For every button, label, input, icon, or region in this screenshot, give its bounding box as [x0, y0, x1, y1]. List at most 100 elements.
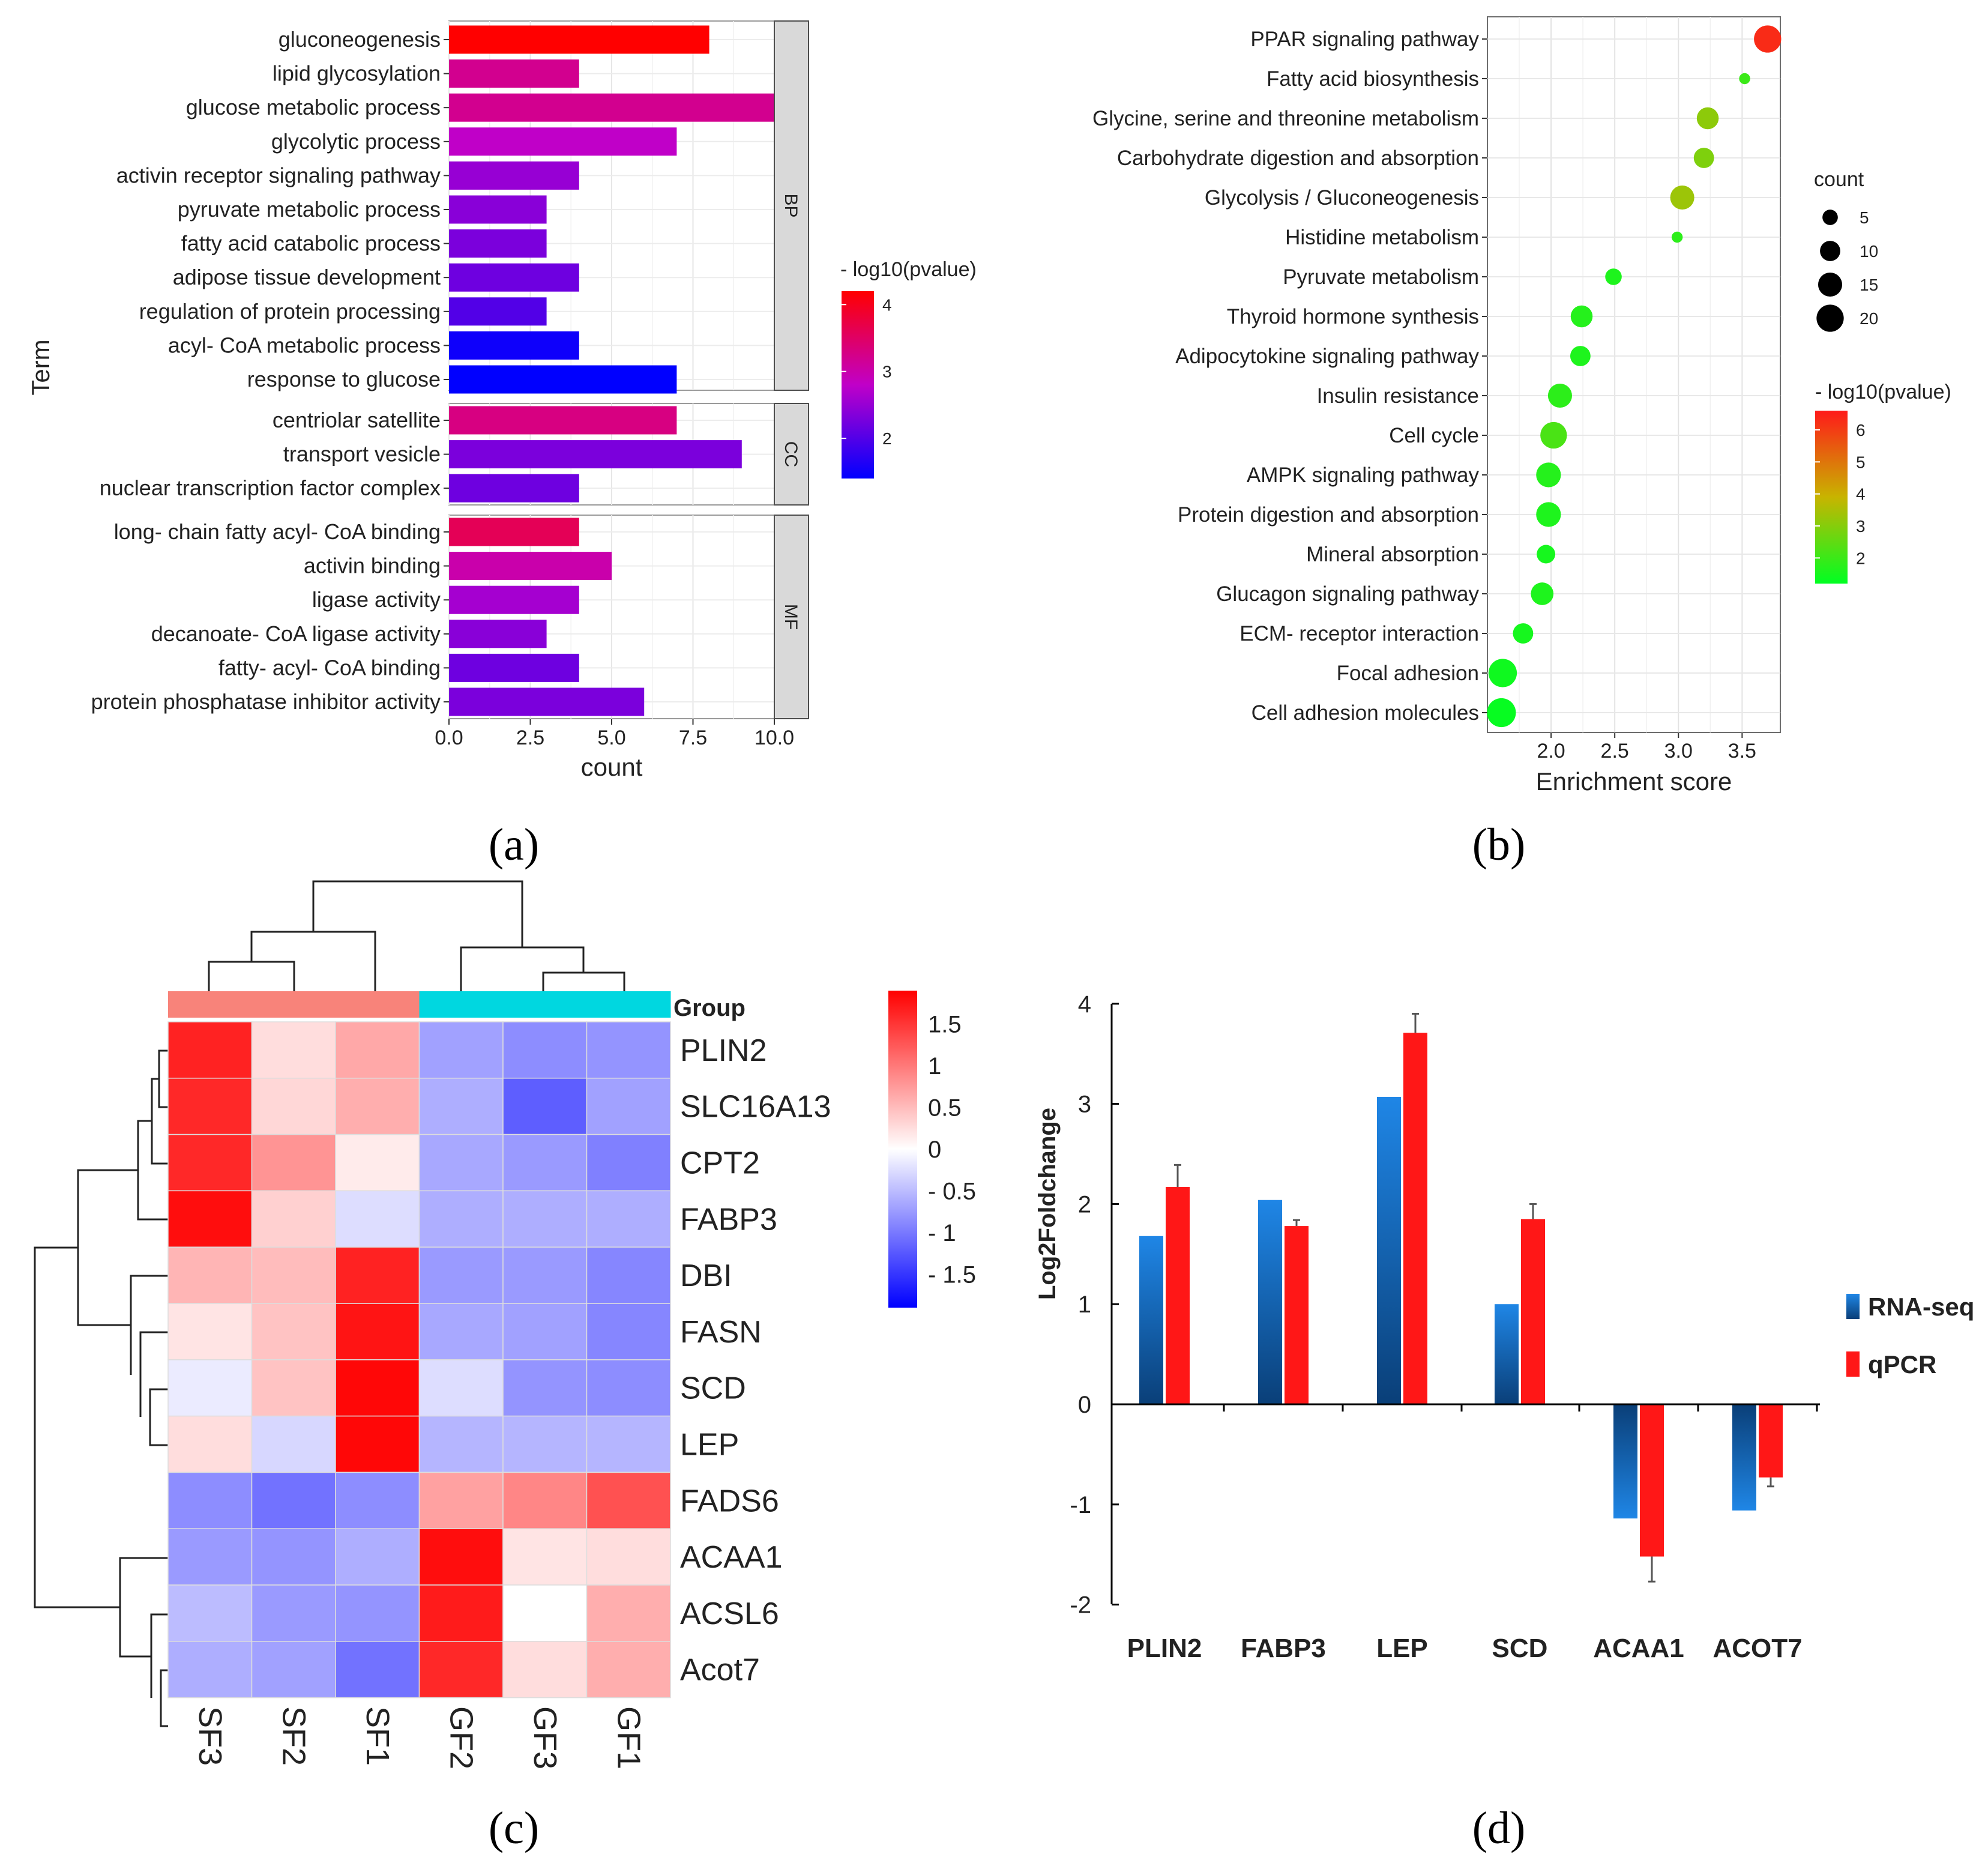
panel-c-cell — [418, 1472, 504, 1529]
panel-b-size-legend: 5 10 15 20 — [1816, 208, 1878, 332]
panel-a-term-label: response to glucose — [247, 367, 441, 391]
panel-b-pathway-label: PPAR signaling pathway — [1250, 28, 1479, 51]
panel-c-cell — [167, 1190, 253, 1248]
panel-a-bar — [449, 297, 547, 326]
panel-b-size-legend-label: 10 — [1860, 242, 1878, 261]
panel-a-term-label: fatty- acyl- CoA binding — [218, 655, 441, 680]
panel-d-y-tick-label: -1 — [1070, 1492, 1091, 1518]
panel-c-cells — [167, 1021, 671, 1698]
panel-d-legend-swatch — [1846, 1294, 1860, 1319]
panel-c-cell — [251, 1584, 336, 1642]
panel-c-cell — [418, 1246, 504, 1304]
panel-c-group-label: Group — [673, 995, 746, 1021]
panel-c-cell — [586, 1134, 671, 1192]
panel-c-column-label: SF2 — [276, 1706, 312, 1766]
panel-c-row-label: SLC16A13 — [680, 1090, 831, 1125]
panel-c-colorbar-tick-label: 0 — [928, 1137, 941, 1163]
panel-c-group-cell — [168, 991, 252, 1018]
panel-b-size-legend-label: 5 — [1860, 208, 1869, 227]
panel-a-term-label: activin receptor signaling pathway — [116, 163, 441, 187]
panel-c-cell — [502, 1641, 588, 1698]
panel-d-validation-bar-chart: 4 3 2 1 0 -1 -2 PLIN2 FABP3 LEP SCD ACAA1 ACOT7 Log… — [1034, 991, 1974, 1663]
panel-a-term-label: gluconeogenesis — [279, 27, 441, 52]
panel-a-term-label: decanoate- CoA ligase activity — [151, 621, 441, 646]
panel-c-colorbar-tick-label: - 0.5 — [928, 1178, 976, 1204]
panel-a-colorbar-tick-label: 2 — [882, 429, 892, 448]
panel-label-d: (d) — [1472, 1803, 1526, 1853]
panel-a-term-label: acyl- CoA metabolic process — [168, 333, 441, 357]
panel-c-colorbar-ticks: 1.5 1 0.5 0 - 0.5 - 1 - 1.5 — [928, 1012, 976, 1288]
panel-c-cell — [502, 1584, 588, 1642]
panel-c-group-cell — [419, 991, 504, 1018]
panel-c-group-cell — [336, 991, 420, 1018]
panel-b-colorbar-ticks: 2 3 4 5 6 — [1815, 421, 1866, 567]
panel-d-bar-qpcr — [1166, 1187, 1190, 1404]
panel-b-pathway-label: Mineral absorption — [1306, 543, 1479, 566]
panel-c-row-label: FASN — [680, 1315, 762, 1350]
panel-a-x-tick-label: 5.0 — [597, 726, 625, 749]
panel-d-bars — [1139, 1012, 1818, 1583]
panel-c-colorbar-tick-label: - 1.5 — [928, 1261, 976, 1288]
panel-b-point — [1605, 268, 1622, 285]
panel-d-bar-rnaseq — [1495, 1304, 1519, 1404]
panel-c-cell — [167, 1021, 253, 1079]
panel-b-point — [1487, 698, 1516, 728]
panel-c-heatmap: Group PLIN2 SLC16A13 CPT2 FABP3 DBI FASN SCD LE… — [34, 880, 976, 1769]
panel-d-y-tick-label: 4 — [1078, 991, 1091, 1018]
panel-b-point — [1537, 545, 1556, 564]
panel-a-facet-strips: BP CC MF — [774, 20, 809, 719]
panel-b-size-legend-dot — [1816, 304, 1844, 332]
panel-c-cell — [335, 1641, 420, 1698]
panel-a-term-label: fatty acid catabolic process — [181, 231, 441, 256]
panel-c-colorbar — [888, 991, 917, 1308]
panel-b-point — [1536, 502, 1561, 527]
panel-b-size-legend-label: 15 — [1860, 276, 1878, 294]
panel-c-column-labels: SF3 SF2 SF1 GF2 GF3 GF1 — [192, 1706, 647, 1769]
panel-b-size-legend-label: 20 — [1860, 309, 1878, 328]
panel-b-point — [1739, 73, 1750, 85]
panel-c-cell — [251, 1415, 336, 1473]
panel-a-term-label: regulation of protein processing — [139, 299, 441, 324]
panel-d-legend-label: qPCR — [1868, 1350, 1936, 1378]
panel-c-cell — [586, 1528, 671, 1586]
panel-c-row-label: DBI — [680, 1258, 732, 1293]
panel-d-bar-qpcr — [1403, 1033, 1427, 1404]
panel-a-y-axis-title: Term — [26, 339, 55, 395]
panel-c-group-bar — [168, 991, 671, 1018]
panel-b-point — [1540, 421, 1567, 449]
panel-b-colorbar-tick-label: 5 — [1856, 453, 1866, 471]
panel-a-term-label: ligase activity — [312, 587, 441, 612]
panel-b-size-legend-dot — [1818, 272, 1843, 297]
panel-c-cell — [418, 1584, 504, 1642]
panel-c-cell — [251, 1359, 336, 1417]
panel-c-cell — [335, 1415, 420, 1473]
panel-d-x-label: SCD — [1492, 1634, 1548, 1663]
panel-a-facet-strip — [774, 515, 809, 719]
panel-c-colorbar-tick-label: 1.5 — [928, 1012, 962, 1038]
panel-c-cell — [418, 1359, 504, 1417]
panel-a-bar — [449, 406, 677, 435]
panel-c-column-label: GF2 — [443, 1706, 479, 1769]
panel-b-pathway-labels: PPAR signaling pathway Fatty acid biosynt… — [1092, 28, 1487, 725]
panel-a-bar — [449, 229, 547, 258]
panel-a-bar — [449, 552, 612, 581]
panel-a-go-bar-chart: gluconeogenesis lipid glycosylation glucos… — [26, 20, 977, 781]
panel-c-cell — [502, 1246, 588, 1304]
panel-c-cell — [251, 1246, 336, 1304]
panel-b-point — [1693, 148, 1714, 168]
panel-a-x-tick-label: 0.0 — [435, 726, 463, 749]
panel-b-point — [1754, 25, 1782, 53]
panel-c-cell — [335, 1359, 420, 1417]
panel-c-row-label: SCD — [680, 1371, 746, 1406]
panel-d-x-labels: PLIN2 FABP3 LEP SCD ACAA1 ACOT7 — [1127, 1634, 1803, 1663]
panel-d-bar-rnaseq — [1377, 1096, 1401, 1404]
panel-a-term-label: adipose tissue development — [173, 265, 441, 289]
panel-a-term-label: glucose metabolic process — [186, 95, 441, 119]
panel-d-bar-rnaseq — [1613, 1404, 1637, 1519]
panel-d-bar-rnaseq — [1732, 1404, 1756, 1511]
panel-c-cell — [167, 1641, 253, 1698]
panel-a-colorbar-ticks: 2 3 4 — [842, 295, 892, 448]
panel-c-colorbar-tick-label: - 1 — [928, 1220, 956, 1246]
panel-d-x-label: ACOT7 — [1712, 1634, 1802, 1663]
panel-d-bar-rnaseq — [1139, 1236, 1163, 1404]
